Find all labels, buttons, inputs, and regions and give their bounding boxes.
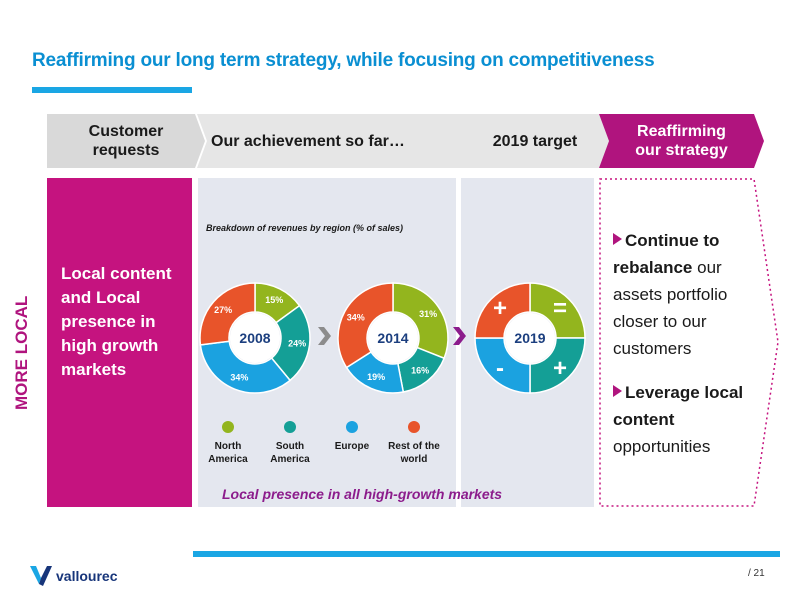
company-logo: vallourec — [30, 564, 117, 588]
donut-label-2019-2: - — [496, 355, 504, 382]
donut-year-label: 2008 — [239, 330, 270, 346]
legend-dot — [408, 421, 420, 433]
header-customer-requests: Customer requests — [47, 114, 205, 168]
strategy-box — [599, 178, 779, 507]
bullet-triangle-icon — [613, 385, 622, 397]
donut-label-2008-1: 24% — [288, 338, 306, 348]
donut-hole-2019 — [505, 313, 555, 363]
donut-label-2008-3: 27% — [214, 305, 232, 315]
header-achievement: Our achievement so far… — [197, 114, 472, 168]
chevron-gray-icon — [318, 327, 331, 345]
donut-label-2014-3: 34% — [347, 313, 365, 323]
header-customer-requests-label: Customer requests — [88, 123, 164, 159]
chevron-purple-icon — [453, 327, 466, 345]
donut-label-2019-0: = — [553, 295, 567, 322]
donut-hole-2014 — [368, 313, 418, 363]
left-panel — [47, 178, 192, 507]
donut-label-2014-1: 16% — [411, 366, 429, 376]
strategy-item-2-bold: Leverage local content — [613, 383, 744, 429]
legend-dot — [346, 421, 358, 433]
header-achievement-label: Our achievement so far… — [211, 132, 405, 150]
strategy-item-1-bold: Continue to rebalance — [613, 231, 720, 277]
strategy-item-local-content: Leverage local content opportunities — [613, 379, 773, 460]
left-panel-text: Local content and Local presence in high… — [61, 264, 172, 379]
donut-label-2008-2: 34% — [230, 373, 248, 383]
strategy-item-1-rest: our assets portfolio closer to our custo… — [613, 258, 728, 358]
donut-label-2014-0: 31% — [419, 309, 437, 319]
donut-slice-2008-2 — [199, 340, 292, 394]
donut-label-2019-1: + — [553, 355, 567, 382]
strategy-item-2-rest: opportunities — [613, 437, 711, 456]
legend-dot — [284, 421, 296, 433]
strategy-list: Continue to rebalance our assets portfol… — [613, 227, 773, 477]
legend-label: North America — [208, 441, 248, 465]
chart-caption: Local presence in all high-growth market… — [222, 486, 503, 502]
donut-hole-2008 — [230, 313, 280, 363]
header-reaffirming: Reaffirming our strategy — [599, 114, 764, 168]
donut-year-label: 2014 — [377, 330, 408, 346]
strategy-item-rebalance: Continue to rebalance our assets portfol… — [613, 227, 773, 362]
legend-label: South America — [270, 441, 310, 465]
title-underline — [32, 87, 192, 93]
legend-dot — [222, 421, 234, 433]
logo-text: vallourec — [56, 568, 118, 584]
donut-slice-2008-3 — [199, 282, 256, 346]
donut-label-2014-2: 19% — [367, 372, 385, 382]
bullet-triangle-icon — [613, 233, 622, 245]
donut-slice-2019-3 — [474, 282, 531, 339]
legend-label: Rest of the world — [388, 441, 440, 465]
page-number: / 21 — [748, 568, 765, 579]
footer-rule — [193, 551, 780, 557]
chart-title: Breakdown of revenues by region (% of sa… — [206, 223, 404, 233]
donut-slice-2014-3 — [337, 282, 394, 369]
donut-slice-2014-0 — [392, 282, 449, 360]
donut-label-2019-3: + — [493, 295, 507, 322]
header-reaffirming-label: Reaffirming our strategy — [635, 123, 728, 159]
vallourec-logo-icon — [30, 566, 52, 586]
legend-label: Europe — [334, 441, 370, 452]
page-title: Reaffirming our long term strategy, whil… — [32, 50, 655, 71]
donut-label-2008-0: 15% — [265, 295, 283, 305]
donut-year-label: 2019 — [514, 330, 545, 346]
header-target-label: 2019 target — [492, 132, 578, 150]
header-target: 2019 target — [461, 114, 609, 168]
